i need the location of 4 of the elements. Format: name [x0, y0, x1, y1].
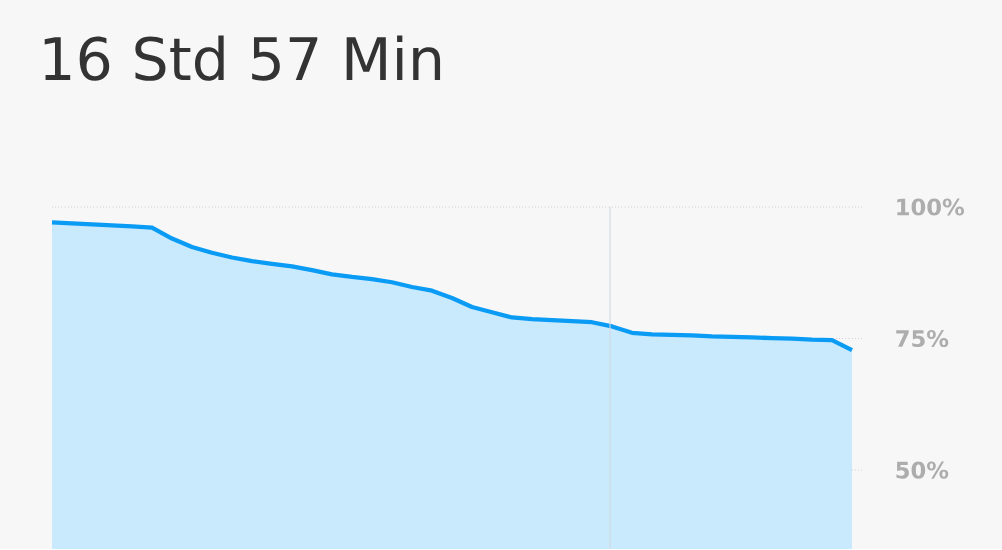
chart-title: 16 Std 57 Min [44, 35, 441, 82]
y-tick-label: 50% [896, 461, 949, 479]
y-tick-label: 75% [896, 330, 949, 348]
y-tick-label: 100% [897, 198, 965, 216]
